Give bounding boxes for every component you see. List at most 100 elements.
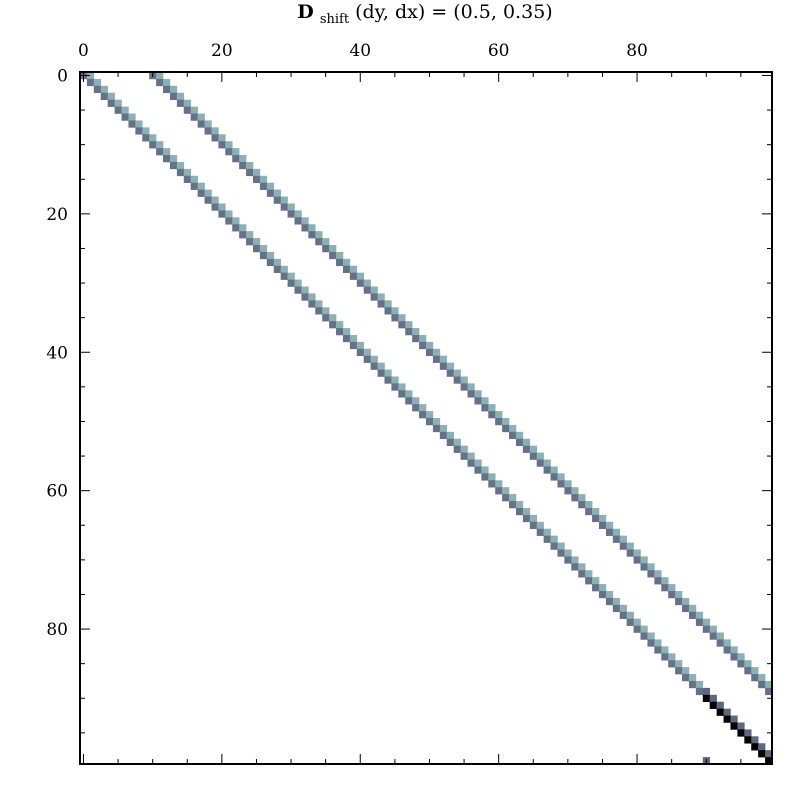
heatmap-cell — [246, 161, 254, 170]
heatmap-cell — [356, 341, 365, 350]
heatmap-cell — [100, 92, 108, 100]
heatmap-cell — [239, 155, 247, 163]
heatmap-cell — [398, 390, 406, 398]
heatmap-cell — [460, 445, 468, 453]
heatmap-cell — [183, 99, 192, 107]
heatmap-cell — [107, 99, 115, 107]
heatmap-cell — [294, 217, 302, 225]
heatmap-cell — [426, 341, 434, 350]
heatmap-cell — [280, 196, 288, 204]
heatmap-cell — [190, 175, 198, 184]
heatmap-cell — [716, 632, 724, 640]
heatmap-cell — [169, 85, 178, 94]
heatmap-cell — [488, 480, 496, 488]
heatmap-cell — [336, 328, 344, 336]
title-rest: (dy, dx) = (0.5, 0.35) — [355, 1, 553, 23]
heatmap-cell — [363, 279, 371, 287]
heatmap-cell — [294, 286, 302, 294]
heatmap-cell — [287, 279, 295, 287]
heatmap-cell — [695, 618, 704, 626]
heatmap-cell — [163, 78, 171, 87]
heatmap-cell — [163, 155, 171, 163]
heatmap-cell — [197, 189, 205, 197]
heatmap-cell — [86, 78, 95, 87]
heatmap-cell — [702, 687, 711, 696]
heatmap-cell — [197, 120, 205, 128]
heatmap-cell — [668, 584, 676, 592]
heatmap-cell — [467, 459, 475, 467]
heatmap-cell — [377, 293, 385, 301]
heatmap-cell — [758, 750, 766, 758]
heatmap-cell — [169, 92, 178, 100]
heatmap-cell — [426, 411, 434, 419]
heatmap-cell — [765, 750, 773, 758]
heatmap-cell — [495, 418, 503, 426]
heatmap-cell — [183, 168, 192, 177]
heatmap-cell — [301, 217, 309, 225]
heatmap-cell — [675, 667, 683, 675]
heatmap-cell — [246, 168, 254, 177]
heatmap-cell — [169, 155, 178, 163]
heatmap-cell — [529, 514, 538, 523]
heatmap-cell — [564, 480, 572, 488]
heatmap-cell — [419, 404, 427, 412]
heatmap-cell — [197, 113, 205, 121]
heatmap-cell — [612, 597, 621, 606]
heatmap-cell — [232, 148, 240, 156]
title-subscript: shift — [320, 12, 350, 27]
heatmap-cell — [585, 577, 593, 585]
heatmap-cell — [592, 584, 600, 592]
heatmap-cell — [142, 127, 150, 135]
heatmap-cell — [668, 660, 676, 668]
heatmap-cell — [529, 521, 538, 530]
heatmap-cell — [329, 251, 337, 260]
heatmap-cell — [266, 182, 275, 190]
heatmap-cell — [640, 563, 648, 571]
heatmap-cell — [439, 424, 448, 433]
title-symbol: D — [297, 1, 313, 23]
heatmap-cell — [640, 556, 648, 564]
heatmap-cell — [633, 625, 641, 633]
heatmap-cell — [419, 341, 427, 350]
heatmap-cell — [467, 390, 475, 398]
heatmap-cell — [114, 99, 122, 107]
heatmap-cell — [744, 667, 752, 675]
heatmap-cell — [481, 466, 489, 474]
heatmap-cell — [169, 161, 178, 170]
heatmap-cell — [398, 314, 406, 322]
heatmap-cell — [481, 404, 489, 412]
heatmap-cell — [640, 625, 648, 633]
heatmap-cell — [605, 591, 614, 599]
heatmap-cell — [239, 224, 247, 232]
heatmap-cell — [273, 258, 281, 267]
heatmap-cell — [599, 514, 607, 523]
y-tick-label: 80 — [46, 620, 68, 640]
heatmap-cell — [599, 521, 607, 530]
heatmap-cell — [675, 591, 683, 599]
heatmap-cell — [308, 293, 316, 301]
heatmap-cell — [661, 577, 669, 585]
heatmap-cell — [329, 314, 337, 322]
heatmap-cell — [481, 473, 489, 481]
heatmap-cell — [688, 604, 697, 613]
heatmap-cell — [176, 92, 185, 100]
heatmap-cell — [432, 355, 441, 363]
heatmap-cell — [654, 646, 662, 654]
heatmap-cell — [682, 604, 690, 613]
heatmap-cell — [432, 348, 441, 357]
heatmap-cell — [571, 563, 579, 571]
x-tick-label: 0 — [78, 41, 89, 61]
heatmap-cell — [405, 397, 413, 405]
heatmap-cell — [225, 141, 233, 149]
heatmap-cell — [536, 452, 544, 460]
heatmap-cell — [702, 618, 711, 626]
heatmap-cell — [675, 597, 683, 606]
heatmap-cell — [315, 238, 323, 246]
heatmap-cell — [308, 224, 316, 232]
heatmap-cell — [765, 680, 773, 689]
heatmap-cell — [682, 597, 690, 606]
heatmap-cell — [515, 431, 524, 440]
heatmap-cell — [363, 348, 371, 357]
heatmap-cell — [342, 334, 351, 343]
